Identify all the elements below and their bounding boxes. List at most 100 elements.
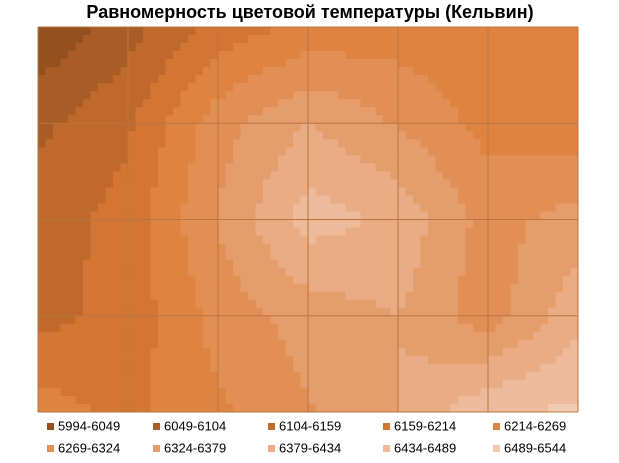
contour-cell — [150, 323, 159, 333]
contour-cell — [120, 51, 129, 60]
contour-cell — [293, 403, 301, 413]
contour-cell — [405, 187, 414, 196]
contour-cell — [248, 227, 256, 236]
contour-cell — [533, 179, 541, 188]
contour-cell — [38, 275, 46, 285]
contour-cell — [38, 211, 46, 220]
contour-cell — [473, 139, 481, 148]
contour-cell — [308, 67, 316, 76]
contour-cell — [158, 147, 166, 156]
contour-cell — [75, 331, 84, 341]
contour-cell — [45, 195, 54, 204]
contour-cell — [98, 147, 106, 156]
contour-cell — [180, 267, 189, 277]
contour-cell — [218, 267, 226, 277]
contour-cell — [233, 315, 241, 325]
contour-cell — [158, 43, 166, 52]
contour-cell — [120, 291, 129, 301]
contour-cell — [248, 283, 256, 293]
contour-cell — [533, 283, 541, 293]
contour-cell — [173, 35, 181, 44]
contour-cell — [240, 307, 249, 317]
contour-cell — [75, 315, 84, 325]
contour-cell — [180, 371, 189, 381]
contour-cell — [135, 403, 144, 413]
contour-cell — [60, 75, 69, 84]
contour-cell — [458, 331, 466, 341]
contour-cell — [233, 251, 241, 261]
contour-cell — [428, 251, 436, 261]
contour-cell — [60, 387, 69, 397]
contour-cell — [338, 291, 346, 301]
contour-cell — [68, 35, 76, 44]
contour-cell — [563, 291, 571, 301]
contour-cell — [203, 147, 211, 156]
contour-cell — [480, 339, 489, 349]
contour-cell — [540, 115, 549, 124]
contour-cell — [218, 339, 226, 349]
contour-cell — [503, 179, 511, 188]
contour-cell — [105, 275, 114, 285]
contour-cell — [435, 291, 444, 301]
contour-cell — [570, 59, 579, 68]
contour-cell — [75, 155, 84, 164]
contour-cell — [188, 387, 196, 397]
contour-cell — [308, 339, 316, 349]
contour-cell — [548, 323, 556, 333]
legend-swatch — [493, 423, 500, 430]
contour-cell — [278, 315, 286, 325]
contour-cell — [150, 115, 159, 124]
contour-cell — [218, 315, 226, 325]
contour-cell — [255, 227, 264, 236]
contour-cell — [263, 283, 271, 293]
contour-cell — [368, 75, 376, 84]
contour-cell — [233, 43, 241, 52]
contour-cell — [105, 83, 114, 92]
contour-cell — [525, 187, 534, 196]
contour-cell — [540, 163, 549, 172]
contour-cell — [398, 219, 406, 228]
contour-cell — [60, 339, 69, 349]
contour-cell — [225, 75, 234, 84]
contour-cell — [443, 51, 451, 60]
contour-cell — [570, 187, 579, 196]
contour-cell — [120, 171, 129, 180]
contour-cell — [173, 51, 181, 60]
contour-cell — [83, 315, 91, 325]
contour-cell — [368, 355, 376, 365]
contour-cell — [323, 131, 331, 140]
contour-cell — [480, 91, 489, 100]
contour-cell — [195, 187, 204, 196]
contour-cell — [300, 395, 309, 405]
contour-cell — [278, 99, 286, 108]
contour-cell — [210, 155, 219, 164]
contour-cell — [240, 67, 249, 76]
contour-cell — [180, 139, 189, 148]
contour-cell — [165, 107, 174, 116]
contour-cell — [450, 195, 459, 204]
contour-cell — [480, 235, 489, 244]
contour-cell — [210, 59, 219, 68]
contour-cell — [390, 235, 399, 244]
contour-cell — [255, 235, 264, 244]
contour-cell — [83, 267, 91, 277]
contour-cell — [240, 267, 249, 277]
contour-cell — [225, 147, 234, 156]
contour-cell — [248, 395, 256, 405]
contour-cell — [360, 75, 369, 84]
contour-cell — [195, 67, 204, 76]
contour-cell — [75, 259, 84, 269]
contour-cell — [323, 115, 331, 124]
contour-cell — [405, 51, 414, 60]
contour-cell — [570, 339, 579, 349]
contour-cell — [210, 67, 219, 76]
contour-cell — [158, 291, 166, 301]
contour-cell — [285, 283, 294, 293]
contour-cell — [113, 339, 121, 349]
legend-label: 6269-6324 — [58, 440, 120, 455]
contour-cell — [68, 395, 76, 405]
contour-cell — [203, 35, 211, 44]
contour-cell — [480, 315, 489, 325]
contour-cell — [488, 83, 496, 92]
contour-cell — [75, 91, 84, 100]
